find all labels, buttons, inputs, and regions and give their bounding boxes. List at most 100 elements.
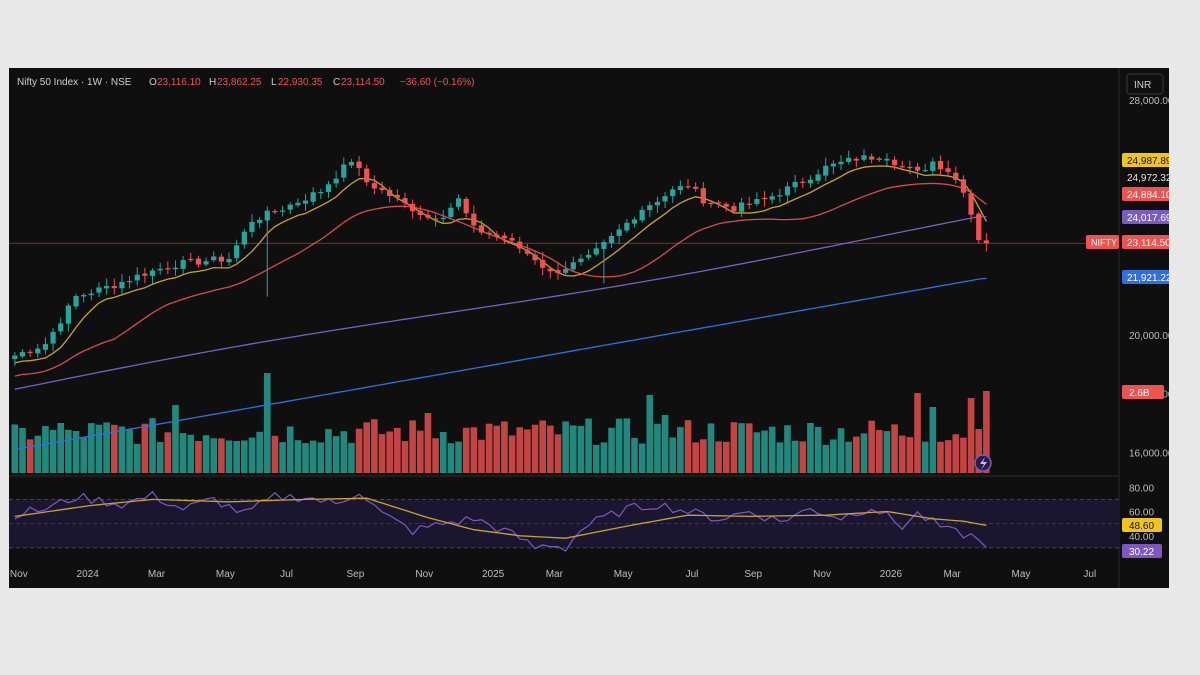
- candle-body: [88, 293, 94, 296]
- chart-window[interactable]: Nifty 50 Index · 1W · NSE O 23,116.10 H …: [9, 68, 1169, 588]
- candle-body: [188, 258, 194, 261]
- volume-bar: [569, 425, 577, 473]
- symbol-tag-badge: [1086, 235, 1119, 249]
- candle-body: [371, 183, 377, 189]
- rsi-value-label: 48.60: [1129, 521, 1154, 532]
- volume-bar: [577, 425, 585, 473]
- volume-bar: [983, 391, 990, 473]
- lightning-glyph: [980, 457, 987, 470]
- volume-bar: [891, 424, 898, 473]
- candle-body: [73, 295, 79, 307]
- volume-bar: [845, 441, 852, 473]
- candle-body: [761, 197, 768, 200]
- candle-body: [287, 204, 293, 210]
- candle-body: [455, 198, 462, 207]
- candle-body: [195, 258, 202, 265]
- volume-bar: [975, 429, 983, 473]
- volume-bar: [455, 441, 462, 473]
- time-tick-label: Nov: [10, 569, 28, 580]
- candle-body: [578, 258, 584, 262]
- volume-bar: [715, 441, 722, 473]
- candle-body: [570, 262, 576, 270]
- currency-button[interactable]: [1126, 73, 1164, 95]
- volume-bars: [11, 373, 990, 473]
- volume-bar: [172, 405, 179, 473]
- candle-body: [677, 186, 683, 191]
- volume-bar: [34, 435, 42, 473]
- price-chart[interactable]: Nifty 50 Index · 1W · NSE O 23,116.10 H …: [9, 68, 1169, 588]
- candle-body: [364, 168, 370, 183]
- volume-bar: [554, 434, 562, 473]
- volume-bar: [623, 418, 631, 473]
- candle-body: [631, 219, 638, 224]
- volume-bar: [348, 442, 355, 473]
- candle-body: [616, 229, 622, 236]
- volume-bar: [784, 425, 791, 473]
- rsi-tick-label: 60.00: [1129, 508, 1154, 519]
- candle-body: [869, 156, 875, 160]
- candle-body: [700, 188, 706, 204]
- candles: [12, 149, 989, 366]
- candle-body: [341, 164, 347, 178]
- candle-body: [402, 198, 408, 203]
- time-tick-label: May: [1012, 569, 1031, 580]
- time-tick-label: Sep: [744, 569, 762, 580]
- candle-body: [792, 181, 798, 188]
- volume-bar: [309, 440, 317, 473]
- volume-bar: [960, 437, 967, 473]
- volume-bar: [837, 428, 845, 473]
- time-tick-label: Jul: [686, 569, 699, 580]
- candle-body: [478, 225, 485, 233]
- candle-body: [348, 162, 355, 166]
- candle-body: [769, 196, 775, 200]
- volume-bar: [952, 434, 960, 473]
- volume-bar: [156, 441, 164, 473]
- volume-bar: [355, 428, 363, 473]
- low-value: 22,930.35: [278, 77, 323, 88]
- price-label: 24,884.10: [1127, 190, 1169, 201]
- volume-bar: [42, 425, 49, 473]
- candle-body: [624, 222, 630, 231]
- volume-bar: [730, 422, 738, 473]
- price-label: 21,921.22: [1127, 273, 1169, 284]
- volume-bar: [49, 429, 57, 473]
- volume-bar: [279, 442, 286, 473]
- ma-long-line: [14, 215, 987, 390]
- volume-bar: [547, 425, 554, 473]
- candle-body: [899, 166, 905, 168]
- candle-body: [738, 202, 745, 212]
- volume-bar: [638, 443, 646, 473]
- candle-body: [126, 281, 133, 283]
- candle-body: [50, 331, 56, 344]
- candle-body: [540, 259, 546, 268]
- time-tick-label: Jul: [1083, 569, 1096, 580]
- candle-body: [838, 161, 844, 165]
- volume-bar: [394, 427, 401, 473]
- volume-bar: [531, 424, 539, 473]
- price-tick-label: 28,000.00: [1129, 96, 1169, 107]
- volume-bar: [416, 430, 424, 473]
- rsi-tick-label: 40.00: [1129, 532, 1154, 543]
- candle-body: [815, 174, 821, 181]
- time-tick-label: Mar: [944, 569, 962, 580]
- volume-bar: [141, 423, 149, 473]
- volume-bar: [263, 373, 271, 473]
- volume-bar: [921, 441, 929, 473]
- rsi-value-badge: [1122, 518, 1162, 532]
- volume-bar: [11, 424, 19, 473]
- volume-bar: [340, 431, 348, 473]
- volume-bar: [539, 420, 546, 473]
- volume-bar: [57, 422, 65, 473]
- volume-bar: [317, 442, 325, 473]
- candle-body: [325, 184, 332, 193]
- candle-body: [157, 268, 163, 271]
- candle-body: [953, 172, 959, 180]
- volume-bar: [210, 438, 218, 473]
- candle-body: [134, 274, 140, 281]
- candle-body: [716, 202, 722, 204]
- volume-bar: [745, 423, 753, 473]
- candle-body: [547, 268, 553, 272]
- volume-bar: [768, 426, 776, 473]
- time-tick-label: Mar: [148, 569, 166, 580]
- volume-bar: [164, 432, 172, 473]
